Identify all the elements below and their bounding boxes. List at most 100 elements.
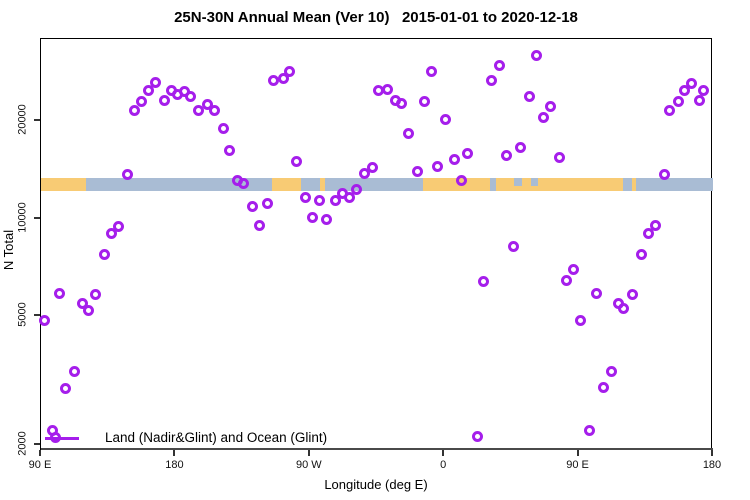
data-point	[478, 276, 490, 288]
x-axis-label: Longitude (deg E)	[324, 477, 428, 492]
data-point	[253, 219, 265, 231]
map-ocean-segment	[530, 178, 539, 186]
data-point	[567, 264, 579, 276]
data-point	[366, 161, 378, 173]
plot-area: Land (Nadir&Glint) and Ocean (Glint)	[38, 38, 713, 450]
data-point	[60, 383, 72, 395]
data-point	[686, 77, 698, 89]
data-point	[471, 431, 483, 443]
y-tick-label: 20000	[16, 104, 29, 135]
data-point	[553, 152, 565, 164]
x-tick-label: 180	[702, 459, 722, 471]
data-point	[456, 174, 468, 186]
x-tick-label: 0	[440, 459, 447, 471]
x-tick	[173, 450, 176, 456]
data-point	[618, 303, 630, 315]
data-point	[462, 148, 474, 160]
data-point	[515, 141, 527, 153]
map-ocean-segment	[514, 178, 522, 186]
data-point	[299, 191, 311, 203]
x-tick	[307, 450, 310, 456]
y-tick	[34, 443, 40, 445]
data-point	[698, 85, 710, 97]
legend-label: Land (Nadir&Glint) and Ocean (Glint)	[105, 430, 328, 445]
data-point	[159, 95, 171, 107]
data-point	[306, 212, 318, 224]
data-point	[664, 104, 676, 116]
data-point	[605, 365, 617, 377]
map-land-segment	[320, 178, 325, 191]
data-point	[217, 122, 229, 134]
y-tick	[34, 119, 40, 121]
data-point	[612, 297, 624, 309]
data-point	[426, 66, 438, 78]
data-point	[358, 167, 370, 179]
data-point	[209, 105, 221, 117]
data-point	[82, 304, 94, 316]
x-tick	[442, 450, 445, 456]
x-tick-label: 90 W	[295, 459, 322, 471]
data-point	[440, 113, 452, 125]
data-point	[351, 183, 363, 195]
data-point	[38, 315, 50, 327]
data-point	[314, 194, 326, 206]
data-point	[583, 425, 595, 437]
map-ocean-segment	[490, 178, 496, 191]
data-point	[432, 160, 444, 172]
data-point	[486, 75, 498, 87]
data-point	[128, 104, 140, 116]
data-point	[329, 194, 341, 206]
x-axis-line	[41, 448, 713, 450]
y-tick-label: 10000	[16, 201, 29, 233]
data-point	[121, 169, 133, 181]
data-point	[98, 248, 110, 260]
data-point	[508, 241, 520, 253]
data-point	[493, 59, 505, 71]
data-point	[574, 314, 586, 326]
data-point	[694, 95, 706, 107]
y-tick-label: 2000	[16, 431, 29, 456]
data-point	[185, 91, 197, 103]
data-point	[418, 96, 430, 108]
data-point	[136, 96, 148, 108]
data-point	[53, 288, 65, 300]
data-point	[142, 85, 154, 97]
data-point	[649, 219, 661, 231]
data-point	[658, 169, 670, 181]
legend: Land (Nadir&Glint) and Ocean (Glint)	[41, 431, 441, 446]
data-point	[449, 154, 461, 166]
x-tick-label: 90 E	[566, 459, 589, 471]
data-point	[262, 197, 274, 209]
data-point	[635, 248, 647, 260]
data-point	[321, 213, 333, 225]
x-tick-label: 90 E	[28, 459, 52, 471]
x-tick	[39, 450, 41, 456]
data-point	[523, 91, 535, 103]
data-point	[411, 166, 423, 178]
legend-open-circle-icon	[50, 432, 61, 443]
data-point	[113, 220, 125, 232]
x-tick-label: 180	[165, 459, 184, 471]
data-point	[201, 99, 213, 111]
y-axis-label: N Total	[1, 229, 16, 271]
data-point	[396, 98, 408, 110]
data-point	[68, 366, 80, 378]
map-land-segment	[41, 178, 86, 191]
data-point	[530, 49, 542, 61]
data-point	[673, 96, 685, 108]
data-point	[402, 127, 414, 139]
x-tick	[576, 450, 579, 456]
map-land-segment	[632, 178, 637, 191]
map-land-segment	[423, 178, 624, 191]
chart-title: 25N-30N Annual Mean (Ver 10) 2015-01-01 …	[174, 9, 578, 26]
data-point	[238, 177, 250, 189]
data-point	[105, 227, 117, 239]
data-point	[277, 72, 289, 84]
data-point	[223, 145, 235, 157]
data-point	[284, 66, 296, 78]
data-point	[193, 105, 205, 117]
data-point	[89, 289, 101, 301]
data-point	[246, 201, 258, 213]
data-point	[590, 288, 602, 300]
data-point	[150, 76, 162, 88]
